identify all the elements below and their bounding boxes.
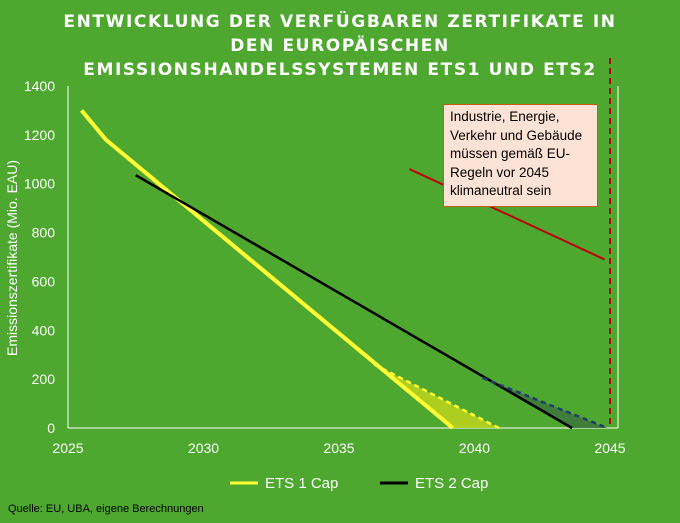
annotation-line: Verkehr und Gebäude	[450, 127, 583, 143]
legend: ETS 1 Cap ETS 2 Cap	[230, 475, 488, 492]
y-tick-label: 800	[32, 225, 56, 241]
source-note: Quelle: EU, UBA, eigene Berechnungen	[8, 503, 204, 515]
chart-title: ENTWICKLUNG DER VERFÜGBAREN ZERTIFIKATE …	[0, 10, 680, 82]
title-line-2: DEN EUROPÄISCHEN	[230, 36, 450, 56]
y-tick-label: 1200	[24, 127, 55, 143]
y-tick-label: 1400	[24, 78, 55, 94]
legend-ets1-label: ETS 1 Cap	[265, 475, 338, 492]
annotation-line: Industrie, Energie,	[450, 109, 560, 124]
y-tick-label: 200	[32, 371, 56, 387]
annotation-line: Regeln vor 2045	[450, 164, 550, 180]
annotation-line: klimaneutral sein	[450, 183, 552, 198]
annotation-line: müssen gemäß EU-	[450, 146, 571, 161]
title-line-3: EMISSIONSHANDELSSYSTEMEN ETS1 UND ETS2	[83, 60, 597, 80]
title-line-1: ENTWICKLUNG DER VERFÜGBAREN ZERTIFIKATE …	[63, 12, 617, 32]
x-tick-label: 2025	[52, 440, 83, 456]
annotation-box: Industrie, Energie, Verkehr und Gebäude …	[443, 104, 598, 207]
annotation-pointer	[409, 168, 606, 261]
ets1-cap-line	[80, 109, 455, 430]
x-tick-label: 2045	[594, 440, 625, 456]
y-tick-label: 1000	[24, 176, 55, 192]
x-tick-label: 2030	[188, 440, 219, 456]
y-axis-label: Emissionszertifikate (Mio. EAU)	[4, 160, 20, 356]
y-tick-label: 400	[32, 322, 56, 338]
legend-ets2-label: ETS 2 Cap	[415, 475, 488, 492]
x-tick-label: 2040	[459, 440, 490, 456]
ets2-extension-line	[482, 376, 608, 430]
y-tick-label: 600	[32, 273, 56, 289]
y-tick-label: 0	[47, 420, 55, 436]
x-tick-label: 2035	[323, 440, 354, 456]
